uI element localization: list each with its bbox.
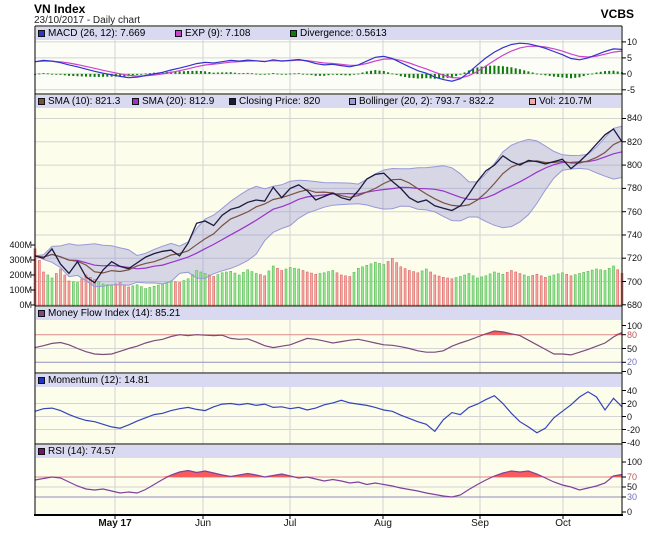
exp-legend-label: EXP (9): 7.108	[185, 28, 251, 39]
momentum-y-axis-label: 40	[627, 386, 638, 396]
x-axis-label: Jul	[283, 518, 297, 529]
legend-item-sma20: SMA (20): 812.9	[132, 95, 214, 108]
close-swatch	[229, 98, 236, 105]
macd-swatch	[38, 30, 45, 37]
volume-legend-label: Vol: 210.7M	[539, 96, 592, 107]
momentum-y-axis-label: 0	[627, 412, 633, 422]
legend-item-close: Closing Price: 820	[229, 95, 320, 108]
rsi-legend-label: RSI (14): 74.57	[48, 446, 116, 457]
price-y-axis-label: 820	[627, 137, 643, 147]
price-y-axis-label: 760	[627, 207, 643, 217]
price-y-axis-label: 700	[627, 277, 643, 287]
volume-axis-label: 300M	[9, 255, 32, 265]
mfi-legend-label: Money Flow Index (14): 85.21	[48, 308, 181, 319]
exp-swatch	[175, 30, 182, 37]
rsi-line	[34, 469, 623, 498]
x-axis-label: Jun	[194, 518, 212, 529]
mfi-y-axis-label: 0	[627, 367, 633, 377]
macd-legend: MACD (26, 12): 7.669 EXP (9): 7.108 Dive…	[36, 27, 621, 40]
rsi-legend: RSI (14): 74.57	[36, 445, 621, 458]
mfi-y-axis-label: 80	[627, 330, 638, 340]
macd-legend-label: MACD (26, 12): 7.669	[48, 28, 146, 39]
x-axis-label: Sep	[471, 518, 489, 529]
mfi-line	[34, 330, 623, 356]
chart-subtitle: 23/10/2017 - Daily chart	[34, 15, 141, 26]
macd-lines	[34, 42, 623, 82]
legend-item-rsi: RSI (14): 74.57	[38, 445, 116, 458]
mfi-y-axis-label: 20	[627, 357, 638, 367]
rsi-y-axis-label: 30	[627, 492, 638, 502]
mfi-y-axis-label: 100	[627, 321, 643, 331]
sma20-legend-label: SMA (20): 812.9	[142, 96, 215, 107]
x-axis-label: May 17	[98, 518, 132, 529]
momentum-line	[34, 391, 623, 434]
macd-line	[34, 42, 623, 82]
mfi-swatch	[38, 310, 45, 317]
volume-axis-label: 0M	[19, 300, 32, 310]
exp-line	[34, 45, 623, 79]
sma20-swatch	[132, 98, 139, 105]
legend-item-bollinger: Bollinger (20, 2): 793.7 - 832.2	[349, 95, 494, 108]
price-lines	[34, 125, 623, 288]
mfi-legend: Money Flow Index (14): 85.21	[36, 307, 621, 320]
divergence-legend-label: Divergence: 0.5613	[300, 28, 387, 39]
sma10-legend-label: SMA (10): 821.3	[48, 96, 121, 107]
price-legend: SMA (10): 821.3 SMA (20): 812.9 Closing …	[36, 95, 621, 108]
legend-item-exp: EXP (9): 7.108	[175, 27, 250, 40]
close-legend-label: Closing Price: 820	[239, 96, 321, 107]
macd-y-axis-label: 10	[627, 37, 638, 47]
legend-item-sma10: SMA (10): 821.3	[38, 95, 120, 108]
rsi-swatch	[38, 448, 45, 455]
macd-histogram	[34, 65, 623, 79]
bollinger-legend-label: Bollinger (20, 2): 793.7 - 832.2	[359, 96, 495, 107]
momentum-y-axis-label: -20	[627, 425, 641, 435]
bollinger-swatch	[349, 98, 356, 105]
rsi-plot	[34, 469, 623, 498]
mfi-plot	[34, 330, 623, 356]
price-y-axis-label: 840	[627, 113, 643, 123]
price-y-axis-label: 680	[627, 300, 643, 310]
macd-y-axis-label: 5	[627, 53, 633, 63]
legend-item-mfi: Money Flow Index (14): 85.21	[38, 307, 180, 320]
divergence-swatch	[290, 30, 297, 37]
legend-item-momentum: Momentum (12): 14.81	[38, 374, 149, 387]
volume-swatch	[529, 98, 536, 105]
mfi-y-axis-label: 50	[627, 344, 638, 354]
page-title: VN Index	[34, 2, 86, 16]
sma10-swatch	[38, 98, 45, 105]
panel-borders	[34, 25, 623, 516]
x-axis-label: Oct	[555, 518, 571, 529]
bollinger-band	[35, 126, 622, 287]
macd-y-axis-label: -5	[627, 85, 636, 95]
brand-logo: VCBS	[600, 7, 634, 21]
volume-bars	[33, 248, 624, 306]
rsi-y-axis-label: 100	[627, 457, 643, 467]
rsi-y-axis-label: 50	[627, 482, 638, 492]
legend-item-macd: MACD (26, 12): 7.669	[38, 27, 145, 40]
momentum-y-axis-label: -40	[627, 438, 641, 448]
price-y-axis-label: 740	[627, 230, 643, 240]
price-y-axis-label: 780	[627, 183, 643, 193]
x-axis-label: Aug	[374, 518, 392, 529]
rsi-y-axis-label: 0	[627, 507, 633, 517]
momentum-y-axis-label: 20	[627, 399, 638, 409]
momentum-legend-label: Momentum (12): 14.81	[48, 375, 150, 386]
volume-axis-label: 100M	[9, 285, 32, 295]
tick-marks	[31, 41, 626, 519]
macd-y-axis-label: 0	[627, 69, 633, 79]
price-y-axis-label: 800	[627, 160, 643, 170]
rsi-y-axis-label: 70	[627, 472, 638, 482]
legend-item-volume: Vol: 210.7M	[529, 95, 592, 108]
volume-axis-label: 200M	[9, 270, 32, 280]
momentum-plot	[34, 391, 623, 434]
closing-price-line	[34, 128, 623, 284]
price-y-axis-label: 720	[627, 253, 643, 263]
legend-item-divergence: Divergence: 0.5613	[290, 27, 387, 40]
volume-axis-label: 400M	[9, 240, 32, 250]
momentum-swatch	[38, 377, 45, 384]
momentum-legend: Momentum (12): 14.81	[36, 374, 621, 387]
